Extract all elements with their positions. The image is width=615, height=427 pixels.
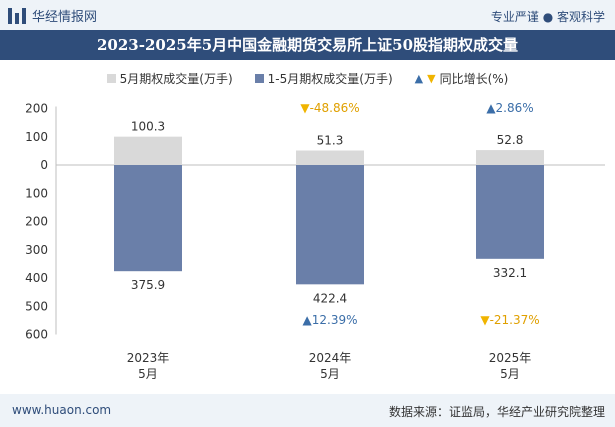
legend-swatch-cumulative [254, 74, 264, 83]
bar-monthly [114, 136, 182, 165]
data-label-cumulative: 332.1 [493, 266, 527, 280]
bar-logo-icon [8, 7, 26, 24]
y-tick-label: 100 [25, 186, 48, 200]
bar-cumulative [114, 165, 182, 272]
legend-label-monthly: 5月期权成交量(万手) [119, 72, 233, 86]
y-tick-label: 200 [25, 215, 48, 229]
y-tick-label: 100 [25, 130, 48, 144]
legend-label-growth: 同比增长(%) [439, 72, 509, 86]
data-source: 数据来源：证监局，华经产业研究院整理 [388, 405, 605, 419]
y-tick-label: 0 [40, 158, 48, 172]
data-label-cumulative: 375.9 [131, 278, 165, 292]
tagline: 专业严谨 ● 客观科学 [490, 10, 605, 24]
legend-item-growth: ▲ ▼ 同比增长(%) [415, 70, 509, 87]
footer-url: www.huaon.com [12, 403, 112, 417]
legend-swatch-monthly [106, 74, 116, 83]
brand: 华经情报网 [8, 6, 97, 25]
data-label-monthly: 100.3 [131, 120, 165, 134]
top-bar: 华经情报网 专业严谨 ● 客观科学 [0, 0, 615, 30]
bar-monthly [296, 150, 364, 165]
x-tick-label: 2025年 [489, 351, 532, 365]
data-label-monthly: 51.3 [317, 134, 344, 148]
footer: www.huaon.com 数据来源：证监局，华经产业研究院整理 [0, 394, 615, 427]
x-tick-label: 2023年 [127, 351, 170, 365]
growth-label-monthly: ▼-48.86% [300, 101, 359, 115]
legend: 5月期权成交量(万手) 1-5月期权成交量(万手) ▲ ▼ 同比增长(%) [0, 70, 615, 87]
triangle-down-icon: ▼ [427, 72, 436, 85]
y-tick-label: 300 [25, 243, 48, 257]
x-tick-label: 2024年 [309, 351, 352, 365]
growth-label-monthly: ▲2.86% [486, 101, 533, 115]
triangle-up-icon: ▲ [414, 72, 424, 85]
bar-cumulative [296, 165, 364, 285]
x-tick-label: 5月 [500, 367, 520, 381]
data-label-cumulative: 422.4 [313, 291, 347, 305]
chart-title: 2023-2025年5月中国金融期货交易所上证50股指期权成交量 [0, 30, 615, 60]
growth-label-cumulative: ▲12.39% [303, 313, 358, 327]
bar-monthly [476, 150, 544, 165]
data-label-monthly: 52.8 [497, 133, 524, 147]
y-tick-label: 400 [25, 271, 48, 285]
legend-item-monthly: 5月期权成交量(万手) [106, 70, 233, 87]
y-tick-label: 200 [25, 102, 48, 116]
y-tick-label: 500 [25, 299, 48, 313]
brand-name: 华经情报网 [32, 10, 98, 25]
legend-label-cumulative: 1-5月期权成交量(万手) [267, 72, 393, 86]
chart-plot: 200 100 0 100 200 300 400 500 600 100.3 375.9 2023年… [25, 101, 605, 381]
legend-item-cumulative: 1-5月期权成交量(万手) [254, 70, 393, 87]
bar-cumulative [476, 165, 544, 259]
x-tick-label: 5月 [320, 367, 340, 381]
growth-label-cumulative: ▼-21.37% [480, 313, 539, 327]
x-tick-label: 5月 [138, 367, 158, 381]
y-tick-label: 600 [25, 328, 48, 342]
